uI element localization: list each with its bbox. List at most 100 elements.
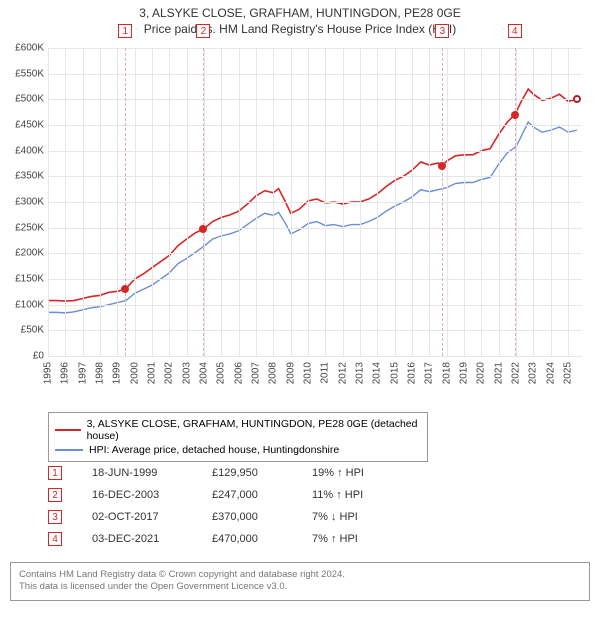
x-tick-label: 2000 — [129, 362, 140, 384]
gridline-h — [48, 99, 582, 100]
gridline-v — [256, 48, 257, 356]
gridline-v — [239, 48, 240, 356]
y-tick-label: £350K — [15, 171, 44, 182]
gridline-h — [48, 48, 582, 49]
gridline-h — [48, 279, 582, 280]
y-tick-label: £550K — [15, 68, 44, 79]
gridline-v — [360, 48, 361, 356]
event-row-date: 02-OCT-2017 — [92, 511, 182, 523]
event-dot — [438, 162, 446, 170]
event-row-delta: 19% ↑ HPI — [312, 467, 402, 479]
gridline-v — [464, 48, 465, 356]
gridline-v — [48, 48, 49, 356]
closing-marker — [573, 95, 581, 103]
chart-title: 3, ALSYKE CLOSE, GRAFHAM, HUNTINGDON, PE… — [0, 6, 600, 20]
gridline-v — [499, 48, 500, 356]
legend-item-hpi: HPI: Average price, detached house, Hunt… — [55, 443, 421, 457]
series-property — [48, 89, 577, 301]
x-tick-label: 2022 — [511, 362, 522, 384]
event-row-price: £129,950 — [212, 467, 282, 479]
gridline-v — [377, 48, 378, 356]
footer-line-2: This data is licensed under the Open Gov… — [19, 581, 581, 593]
x-tick-label: 2013 — [355, 362, 366, 384]
x-tick-label: 2025 — [563, 362, 574, 384]
x-tick-label: 2023 — [528, 362, 539, 384]
gridline-v — [152, 48, 153, 356]
x-tick-label: 1998 — [95, 362, 106, 384]
legend-swatch-property — [55, 429, 81, 431]
x-tick-label: 2017 — [424, 362, 435, 384]
x-axis: 1995199619971998199920002001200220032004… — [48, 356, 582, 416]
x-tick-label: 2015 — [389, 362, 400, 384]
legend: 3, ALSYKE CLOSE, GRAFHAM, HUNTINGDON, PE… — [48, 412, 428, 462]
x-tick-label: 2006 — [233, 362, 244, 384]
legend-label-hpi: HPI: Average price, detached house, Hunt… — [89, 444, 339, 456]
x-tick-label: 1999 — [112, 362, 123, 384]
event-row-badge: 4 — [48, 532, 62, 546]
y-tick-label: £50K — [21, 325, 44, 336]
gridline-v — [481, 48, 482, 356]
event-dot — [121, 285, 129, 293]
event-badge: 2 — [196, 24, 210, 38]
gridline-v — [568, 48, 569, 356]
footer-line-1: Contains HM Land Registry data © Crown c… — [19, 569, 581, 581]
gridline-h — [48, 74, 582, 75]
x-tick-label: 2021 — [493, 362, 504, 384]
gridline-v — [395, 48, 396, 356]
x-tick-label: 1996 — [60, 362, 71, 384]
y-tick-label: £450K — [15, 120, 44, 131]
x-tick-label: 2012 — [337, 362, 348, 384]
x-tick-label: 2003 — [181, 362, 192, 384]
x-tick-label: 2024 — [545, 362, 556, 384]
event-row-delta: 11% ↑ HPI — [312, 489, 402, 501]
x-tick-label: 2018 — [441, 362, 452, 384]
gridline-v — [65, 48, 66, 356]
gridline-v — [100, 48, 101, 356]
gridline-v — [83, 48, 84, 356]
x-tick-label: 2019 — [459, 362, 470, 384]
footer: Contains HM Land Registry data © Crown c… — [10, 562, 590, 601]
x-tick-label: 2001 — [147, 362, 158, 384]
y-tick-label: £200K — [15, 248, 44, 259]
y-tick-label: £250K — [15, 222, 44, 233]
gridline-v — [221, 48, 222, 356]
gridline-v — [308, 48, 309, 356]
gridline-v — [169, 48, 170, 356]
gridline-h — [48, 125, 582, 126]
event-dot — [511, 111, 519, 119]
event-table: 118-JUN-1999£129,95019% ↑ HPI216-DEC-200… — [48, 462, 558, 550]
gridline-h — [48, 202, 582, 203]
x-tick-label: 2005 — [216, 362, 227, 384]
x-tick-label: 2010 — [303, 362, 314, 384]
gridline-v — [412, 48, 413, 356]
gridline-v — [273, 48, 274, 356]
x-tick-label: 2009 — [285, 362, 296, 384]
event-row-price: £247,000 — [212, 489, 282, 501]
gridline-v — [447, 48, 448, 356]
y-tick-label: £500K — [15, 94, 44, 105]
event-row-date: 03-DEC-2021 — [92, 533, 182, 545]
event-row-badge: 3 — [48, 510, 62, 524]
y-axis: £0£50K£100K£150K£200K£250K£300K£350K£400… — [0, 48, 48, 356]
event-row-price: £470,000 — [212, 533, 282, 545]
event-row-price: £370,000 — [212, 511, 282, 523]
event-row: 4 03-DEC-2021 £470,000 7% ↑ HPI — [48, 528, 558, 550]
x-tick-label: 2008 — [268, 362, 279, 384]
y-tick-label: £0 — [33, 351, 44, 362]
x-tick-label: 2011 — [320, 362, 331, 384]
event-row-date: 18-JUN-1999 — [92, 467, 182, 479]
gridline-h — [48, 151, 582, 152]
legend-item-property: 3, ALSYKE CLOSE, GRAFHAM, HUNTINGDON, PE… — [55, 417, 421, 443]
y-tick-label: £100K — [15, 299, 44, 310]
gridline-v — [343, 48, 344, 356]
event-badge: 1 — [118, 24, 132, 38]
event-row-date: 16-DEC-2003 — [92, 489, 182, 501]
gridline-v — [551, 48, 552, 356]
x-tick-label: 2004 — [199, 362, 210, 384]
event-row-delta: 7% ↑ HPI — [312, 533, 402, 545]
x-tick-label: 1997 — [77, 362, 88, 384]
gridline-h — [48, 253, 582, 254]
gridline-v — [516, 48, 517, 356]
event-row-badge: 1 — [48, 466, 62, 480]
event-dot — [199, 225, 207, 233]
